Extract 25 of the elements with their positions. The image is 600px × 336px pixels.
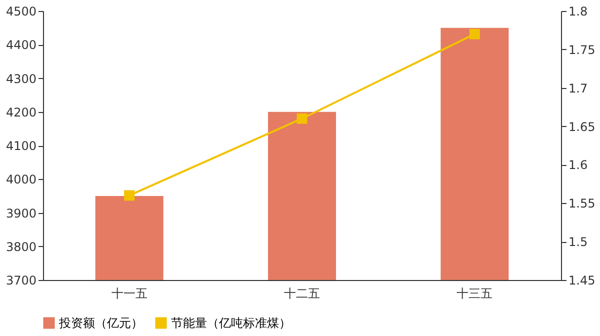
point — [469, 28, 480, 40]
y2-tick-label: 1.45 — [568, 274, 596, 288]
y-tick-label: 4200 — [6, 105, 36, 120]
y2-tick-label: 1.55 — [568, 196, 596, 211]
y2-tick-label: 1.8 — [568, 4, 588, 18]
x-tick-label: 十三五 — [456, 286, 493, 300]
x-tick-label: 十一五 — [111, 286, 148, 300]
y2-tick-label: 1.65 — [568, 120, 596, 134]
y-tick-label: 4100 — [6, 139, 36, 153]
y-tick-label: 3900 — [6, 206, 36, 220]
y-tick-label: 3700 — [6, 274, 36, 288]
x-tick-label: 十二五 — [284, 286, 320, 300]
y2-tick-label: 1.6 — [568, 158, 588, 172]
y-tick-label: 4500 — [6, 4, 36, 18]
y-tick-label: 4400 — [6, 38, 36, 52]
point — [124, 190, 135, 201]
y-tick-label: 4000 — [6, 172, 36, 187]
y2-tick-label: 1.7 — [568, 81, 588, 96]
point — [296, 113, 308, 124]
y-tick-label: 4300 — [6, 72, 36, 86]
y2-tick-label: 1.5 — [568, 235, 588, 250]
legend-label: 投资额（亿元） — [58, 316, 143, 330]
y-tick-label: 3800 — [6, 240, 36, 254]
y2-tick-label: 1.75 — [568, 42, 596, 57]
legend-label: 节能量（亿吨标准煤） — [171, 316, 291, 330]
